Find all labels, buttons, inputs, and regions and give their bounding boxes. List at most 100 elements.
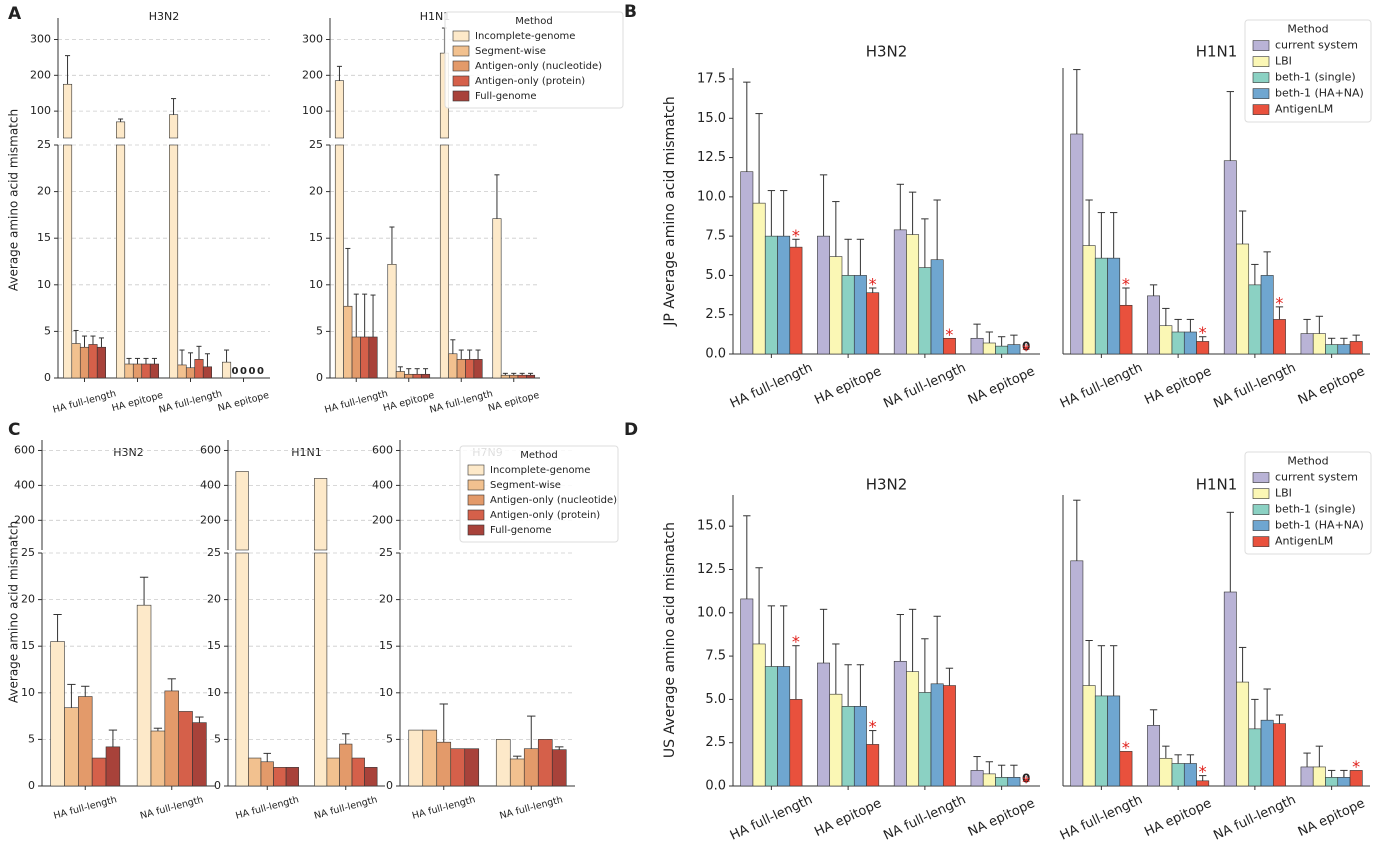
legend-label: beth-1 (single): [1275, 503, 1356, 516]
y-tick-label: 100: [30, 104, 51, 117]
bar: [150, 730, 166, 787]
bar: [436, 741, 452, 787]
legend-swatch: [452, 30, 470, 42]
legend-label: AntigenLM: [1275, 103, 1333, 116]
y-tick-label: 25: [21, 546, 35, 559]
bar: [1082, 685, 1096, 787]
bar: [1349, 341, 1363, 355]
x-tick-label: NA epitope: [487, 390, 541, 414]
y-tick-label: 2.5: [705, 735, 726, 750]
legend-swatch: [467, 479, 485, 491]
bar: [116, 121, 126, 139]
bar: [1260, 719, 1274, 787]
significance-marker: *: [869, 275, 877, 294]
y-tick-label: 15: [379, 639, 393, 652]
significance-marker: *: [1275, 293, 1283, 312]
legend-label: Segment-wise: [475, 46, 546, 57]
legend-title: Method: [1287, 23, 1328, 36]
bar: [334, 144, 344, 379]
significance-marker: *: [1122, 275, 1130, 294]
bar: [1183, 331, 1197, 355]
bar: [1107, 257, 1121, 355]
significance-marker: *: [1199, 762, 1207, 781]
value-label: 0: [1022, 772, 1030, 786]
bar: [970, 337, 984, 355]
bar: [1223, 160, 1237, 355]
x-tick-label: NA epitope: [217, 390, 271, 414]
bar: [918, 692, 932, 787]
bar: [1070, 133, 1084, 355]
legend-swatch: [1252, 520, 1270, 531]
bar: [185, 367, 196, 379]
bar: [448, 353, 458, 379]
legend-label: Incomplete-genome: [475, 31, 575, 42]
significance-marker: *: [1022, 773, 1030, 792]
subplot-title: H1N1: [1196, 476, 1238, 494]
bar: [1325, 777, 1339, 787]
bar: [178, 711, 193, 787]
bar: [334, 80, 344, 139]
bar: [408, 729, 424, 787]
legend-label: LBI: [1275, 55, 1292, 68]
legend-label: Antigen-only (protein): [490, 510, 600, 521]
legend-swatch: [1252, 488, 1270, 499]
bar: [124, 363, 134, 379]
y-tick-label: 15.0: [697, 519, 726, 534]
bar: [164, 690, 179, 787]
bar: [817, 235, 831, 355]
subplot-title: H3N2: [866, 476, 908, 494]
y-tick-label: 12.5: [697, 562, 726, 577]
subplot-title: H3N2: [149, 10, 180, 23]
bar: [942, 337, 956, 355]
x-tick-label: NA epitope: [1296, 364, 1368, 408]
legend-box: [1244, 451, 1372, 555]
value-label: 0: [248, 366, 255, 377]
legend-box: [459, 445, 619, 543]
bar: [1196, 780, 1210, 787]
legend-label: current system: [1275, 39, 1358, 52]
x-tick-label: HA full-length: [1058, 792, 1145, 841]
y-tick-label: 10: [37, 278, 51, 291]
y-tick-label: 400: [372, 478, 393, 491]
bar: [248, 757, 262, 787]
x-tick-label: HA epitope: [812, 796, 884, 840]
legend-swatch: [467, 464, 485, 476]
bar: [456, 359, 466, 379]
bar: [930, 259, 944, 355]
bar: [1248, 284, 1262, 355]
bar: [71, 343, 81, 379]
x-tick-label: NA full-length: [881, 792, 968, 841]
x-tick-label: NA full-length: [498, 794, 564, 821]
subplot-title: H3N2: [113, 446, 144, 459]
y-tick-label: 20: [309, 185, 323, 198]
legend-box: [444, 11, 624, 109]
bar: [893, 660, 907, 787]
y-tick-label: 600: [372, 443, 393, 456]
bar: [1236, 243, 1250, 355]
y-tick-label: 300: [30, 32, 51, 45]
significance-marker: *: [945, 325, 953, 344]
bar: [439, 144, 449, 379]
legend-label: beth-1 (HA+NA): [1275, 519, 1364, 532]
bar: [841, 275, 855, 355]
legend-swatch: [1252, 472, 1270, 483]
legend-label: beth-1 (single): [1275, 71, 1356, 84]
bar: [326, 757, 340, 787]
bar: [829, 256, 843, 355]
legend-title: Method: [520, 450, 558, 461]
x-tick-label: HA full-length: [234, 794, 300, 821]
bar: [1223, 591, 1237, 787]
bar: [1119, 751, 1133, 787]
legend-swatch: [1252, 504, 1270, 515]
legend-swatch: [1252, 88, 1270, 99]
bar: [314, 552, 328, 787]
bar: [853, 275, 867, 355]
x-tick-label: HA epitope: [382, 390, 436, 414]
bar: [260, 761, 274, 787]
y-tick-label: 10.0: [697, 189, 726, 204]
significance-marker: *: [869, 717, 877, 736]
bar: [422, 729, 438, 787]
y-tick-label: 10: [379, 686, 393, 699]
bar: [364, 767, 378, 787]
bar: [1236, 681, 1250, 787]
